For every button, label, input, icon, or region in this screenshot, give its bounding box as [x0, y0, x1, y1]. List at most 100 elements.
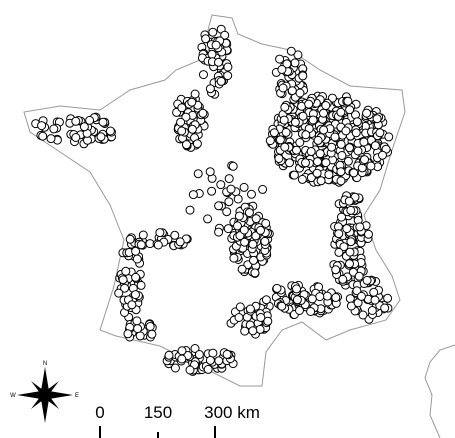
site-dot: [345, 105, 355, 115]
site-dot: [351, 128, 361, 138]
site-dot: [375, 128, 385, 138]
site-dot: [211, 40, 221, 50]
site-dot: [190, 89, 200, 99]
site-dot: [248, 239, 258, 249]
site-dot: [285, 158, 294, 168]
site-dot: [345, 259, 354, 269]
site-dot: [301, 158, 310, 168]
compass-needle: [41, 395, 49, 423]
site-dot: [216, 76, 226, 86]
site-dot: [205, 84, 215, 94]
site-dot: [121, 266, 131, 276]
site-dot: [341, 126, 351, 136]
site-dot: [295, 306, 304, 315]
site-dot: [337, 151, 347, 160]
site-dot: [125, 234, 135, 244]
site-dot: [71, 116, 81, 126]
site-dot: [292, 145, 301, 155]
site-dot: [367, 306, 377, 315]
site-dot: [319, 108, 328, 118]
site-dot: [37, 121, 47, 131]
site-dot: [260, 236, 270, 246]
site-dot: [313, 135, 323, 145]
site-dot: [353, 146, 363, 156]
site-dot: [338, 274, 348, 284]
site-dot: [261, 218, 271, 228]
compass-needle: [43, 393, 59, 409]
site-dot: [316, 176, 326, 186]
site-dot: [233, 194, 243, 204]
site-dot: [131, 290, 140, 300]
site-dot: [223, 62, 233, 72]
site-dot: [127, 300, 137, 310]
site-dot: [135, 331, 145, 341]
site-dot: [214, 201, 224, 211]
site-dot: [298, 111, 308, 121]
site-dot: [298, 71, 308, 81]
site-dot: [278, 83, 288, 93]
site-dot: [272, 283, 282, 293]
site-dot: [345, 143, 354, 153]
site-dot: [336, 139, 346, 149]
scale-label: 150: [144, 403, 172, 422]
site-dot: [313, 157, 322, 167]
site-dot: [224, 174, 234, 184]
site-dot: [322, 291, 332, 301]
site-dot: [244, 208, 254, 218]
site-dot: [147, 329, 157, 339]
site-dot: [201, 34, 211, 44]
site-dot: [330, 132, 340, 142]
site-dot: [98, 117, 108, 127]
site-dot: [170, 363, 180, 373]
site-dot: [216, 180, 226, 190]
site-dot: [345, 294, 355, 304]
site-dot: [205, 167, 215, 177]
site-dot: [346, 205, 356, 215]
site-dot: [177, 346, 187, 356]
site-dot: [280, 102, 290, 112]
site-dot: [307, 294, 317, 304]
site-dot: [344, 196, 354, 206]
site-dot: [228, 161, 238, 171]
site-dot: [177, 126, 187, 136]
site-dot: [229, 253, 239, 263]
site-dot: [256, 313, 266, 322]
site-dot: [321, 101, 331, 110]
site-dot: [120, 283, 130, 293]
site-dot: [295, 88, 305, 98]
site-dot: [378, 150, 387, 160]
site-dot: [240, 326, 250, 336]
site-dot: [384, 132, 394, 142]
site-dot: [235, 302, 245, 312]
site-dot: [208, 27, 218, 37]
site-dot: [222, 207, 232, 217]
site-dot: [46, 134, 56, 144]
site-dot: [247, 189, 256, 199]
scale-label: 0: [95, 403, 104, 422]
site-dot: [369, 287, 379, 297]
site-dot: [312, 168, 322, 178]
site-dot: [319, 125, 329, 135]
site-dot: [349, 168, 359, 178]
site-dot: [133, 324, 143, 334]
site-dot: [297, 174, 307, 184]
site-dot: [306, 147, 316, 156]
france-outline: [23, 14, 406, 387]
site-dot: [258, 184, 268, 194]
site-dot: [207, 186, 217, 196]
site-dot: [370, 295, 380, 305]
site-dot: [38, 131, 48, 141]
site-dot: [85, 115, 95, 125]
site-dot: [343, 156, 353, 166]
scale-bar: 0 150 300 km: [95, 403, 260, 438]
site-dot: [277, 65, 287, 74]
site-dot: [190, 344, 200, 353]
compass-west: W: [10, 393, 16, 399]
site-dot: [343, 96, 353, 106]
site-dot: [79, 122, 89, 132]
site-dot: [203, 214, 213, 224]
compass-north: N: [43, 361, 47, 367]
site-dot: [185, 205, 195, 215]
site-dot: [315, 292, 325, 302]
site-dot: [306, 307, 316, 316]
